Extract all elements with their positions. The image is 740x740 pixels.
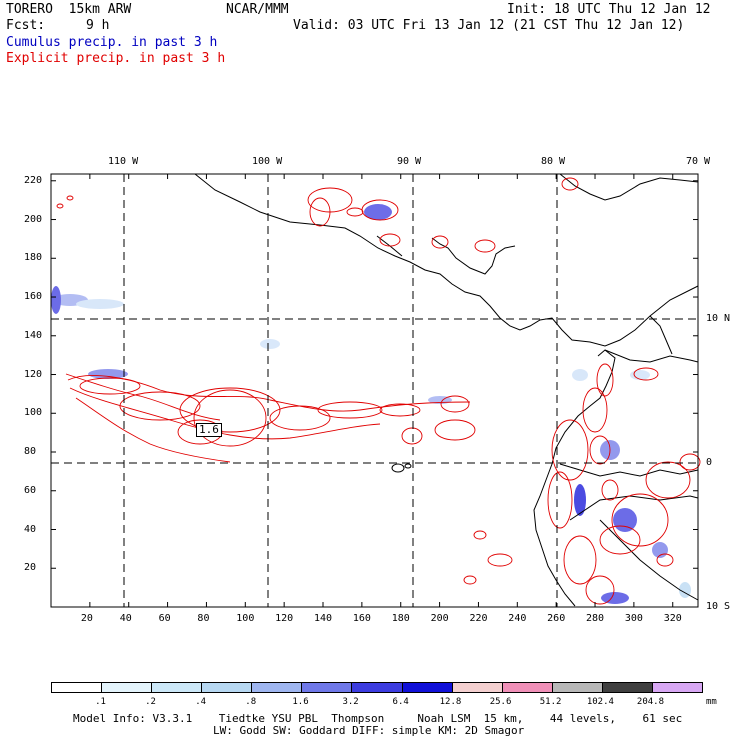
x-tick-label: 320 [663, 613, 682, 624]
colorbar-swatch [551, 682, 603, 693]
latitude-label: 10 S [706, 601, 731, 612]
colorbar-label: 204.8 [636, 697, 665, 707]
x-tick-label: 280 [586, 613, 605, 624]
colorbar-label: 3.2 [342, 697, 359, 707]
y-tick-label: 200 [24, 213, 43, 225]
y-tick-label: 80 [24, 446, 37, 457]
organization-label: NCAR/MMM [226, 2, 289, 17]
model-title: TORERO 15km ARW [6, 2, 132, 17]
x-tick-label: 80 [197, 613, 210, 624]
x-tick-label: 20 [80, 613, 93, 624]
longitude-label: 70 W [686, 156, 711, 167]
x-tick-label: 260 [547, 613, 566, 624]
colorbar-swatch [101, 682, 153, 693]
longitude-label: 90 W [397, 156, 422, 167]
init-time: Init: 18 UTC Thu 12 Jan 12 [507, 2, 711, 17]
y-tick-label: 160 [24, 291, 43, 303]
forecast-hours: 9 h [86, 18, 110, 33]
y-tick-label: 220 [24, 174, 43, 186]
colorbar-label: 51.2 [539, 697, 562, 707]
colorbar-swatch [251, 682, 303, 693]
colorbar-swatch [401, 682, 453, 693]
longitude-label: 100 W [252, 156, 283, 167]
colorbar-label: 6.4 [392, 697, 409, 707]
explicit-precip-contours [56, 177, 701, 605]
x-tick-label: 40 [119, 613, 132, 624]
x-tick-label: 180 [391, 613, 410, 624]
colorbar-label: .8 [245, 697, 257, 707]
colorbar-unit: mm [706, 697, 717, 707]
x-tick-label: 220 [469, 613, 488, 624]
longitude-label: 80 W [541, 156, 566, 167]
colorbar-label: 102.4 [586, 697, 614, 707]
contour-value-label: 1.6 [196, 423, 222, 437]
x-tick-label: 300 [624, 613, 643, 624]
colorbar-swatch [151, 682, 203, 693]
y-tick-label: 40 [24, 523, 37, 535]
colorbar-label: 12.8 [439, 697, 462, 707]
colorbar-swatch [651, 682, 703, 693]
y-tick-label: 140 [24, 329, 43, 341]
model-info-line2: LW: Godd SW: Goddard DIFF: simple KM: 2D… [213, 724, 525, 737]
colorbar-swatch [201, 682, 253, 693]
x-tick-label: 240 [508, 613, 527, 624]
map-frame [50, 173, 699, 608]
x-tick-label: 140 [314, 613, 333, 624]
colorbar-swatch [301, 682, 353, 693]
x-tick-label: 100 [236, 613, 255, 624]
longitude-label: 110 W [108, 156, 139, 167]
latitude-label: 0 [706, 457, 713, 468]
x-tick-label: 200 [430, 613, 449, 624]
x-tick-label: 160 [352, 613, 371, 624]
colorbar-swatch [601, 682, 653, 693]
cumulus-precip-legend: Cumulus precip. in past 3 h [6, 35, 218, 50]
x-tick-label: 60 [158, 613, 171, 624]
colorbar-label: 1.6 [292, 697, 309, 707]
forecast-label: Fcst: [6, 18, 46, 33]
colorbar-swatch [351, 682, 403, 693]
cumulus-precip-areas [51, 204, 691, 604]
y-tick-label: 120 [24, 368, 43, 380]
explicit-precip-legend: Explicit precip. in past 3 h [6, 51, 226, 66]
y-tick-label: 20 [24, 562, 37, 574]
colorbar-swatch [451, 682, 503, 693]
y-tick-label: 180 [24, 252, 43, 264]
valid-time: Valid: 03 UTC Fri 13 Jan 12 (21 CST Thu … [293, 18, 685, 33]
y-tick-label: 60 [24, 484, 37, 496]
colorbar-swatch [501, 682, 553, 693]
colorbar-label: 25.6 [489, 697, 512, 707]
latitude-label: 10 N [706, 313, 731, 324]
colorbar-label: .2 [145, 697, 156, 707]
colorbar-label: .4 [195, 697, 207, 707]
colorbar-label: .1 [95, 697, 106, 707]
y-tick-label: 100 [24, 407, 43, 419]
x-tick-label: 120 [275, 613, 294, 624]
colorbar-swatch [51, 682, 103, 693]
model-info-line1: Model Info: V3.3.1 Tiedtke YSU PBL Thomp… [73, 712, 683, 725]
